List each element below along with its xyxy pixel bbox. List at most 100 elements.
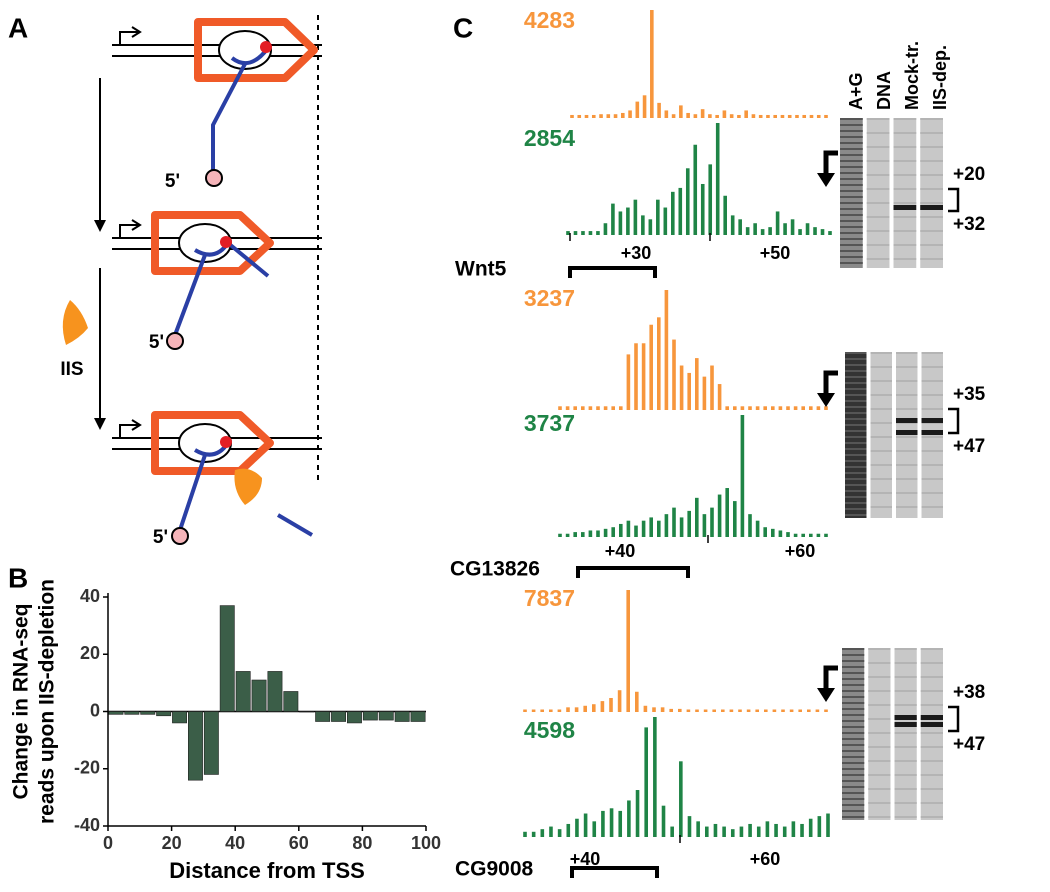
gel-band (845, 388, 867, 390)
gel-band (845, 400, 867, 402)
gel-band (921, 436, 943, 438)
gel-band (870, 464, 892, 466)
profile-bar (621, 112, 625, 118)
gel-band (894, 732, 917, 734)
gel-band (870, 408, 892, 410)
profile-bar (809, 533, 813, 537)
profile-bar (611, 203, 615, 235)
profile-bar (596, 231, 600, 235)
profile-bar (755, 709, 759, 712)
profile-bar (824, 709, 828, 712)
gel-band (845, 406, 867, 408)
gel-band (893, 230, 917, 232)
profile-bar (820, 229, 825, 235)
gel-band (893, 118, 917, 120)
y-tick-label: 0 (90, 700, 100, 720)
profile-bar (687, 510, 691, 537)
profile-bar (531, 831, 536, 837)
profile-bar (733, 406, 737, 410)
profile-bar (781, 709, 785, 712)
bracket (568, 266, 657, 278)
profile-bar (657, 520, 661, 537)
gel-band (845, 454, 867, 456)
profile-bar (730, 215, 735, 235)
gel-band (845, 514, 867, 516)
profile-bar (577, 114, 582, 118)
gel-band (840, 142, 863, 144)
panel-label: B (8, 562, 28, 593)
gel-band (868, 676, 891, 678)
bar (219, 605, 235, 712)
gel-band (896, 450, 918, 452)
profile-bar (815, 709, 820, 712)
profile-bar (557, 709, 562, 712)
gel-band (868, 718, 891, 720)
profile-bar (809, 114, 814, 118)
gel-band (893, 188, 917, 190)
gel-band (920, 202, 943, 204)
profile-bar (611, 406, 615, 410)
profile-bar (816, 533, 821, 537)
gel-band (842, 810, 865, 812)
profile-bar (712, 709, 716, 712)
profile-bar (592, 821, 597, 837)
gel-band (840, 232, 863, 234)
gel-band (845, 472, 867, 474)
profile-bar (644, 727, 648, 837)
profile-bar (702, 376, 707, 410)
profile-bar (558, 406, 562, 410)
profile-bar (523, 831, 527, 837)
band-label: +38 (953, 682, 985, 703)
gel-band (870, 492, 892, 494)
profile-bar (708, 114, 712, 118)
gel-band (920, 816, 943, 818)
gel-band (866, 188, 890, 190)
profile-bar (696, 821, 700, 837)
gel-band (845, 496, 867, 498)
profile-bar (581, 231, 585, 235)
profile-bar (710, 507, 714, 537)
arrowhead (817, 688, 835, 702)
profile-bar (717, 494, 722, 537)
gel-band (870, 422, 892, 424)
gel-band (840, 166, 863, 168)
gel-band (896, 418, 918, 423)
profile-bar (583, 705, 587, 712)
profile-bar (635, 790, 640, 837)
profile-bar (787, 114, 792, 118)
profile-bar (679, 105, 683, 118)
track-max-label: 4283 (524, 7, 575, 33)
profile-bar (592, 704, 596, 712)
gel-band (866, 230, 890, 232)
gel-band (840, 190, 863, 192)
profile-bar (603, 406, 608, 410)
profile-bar (773, 114, 777, 118)
profile-bar (669, 708, 673, 712)
gel-band (894, 746, 917, 748)
profile-bar (603, 223, 608, 235)
gel-band (896, 478, 918, 480)
profile-bar (786, 532, 790, 537)
profile-bar (798, 229, 802, 235)
gel-band (842, 732, 865, 734)
gene-name: Wnt5 (455, 258, 507, 281)
gel-band (920, 715, 943, 720)
profile-bar (664, 290, 669, 410)
bar (203, 711, 219, 775)
gel-band (896, 394, 918, 396)
profile-bar (672, 339, 676, 410)
gel-band (842, 666, 865, 668)
gel-band (845, 370, 867, 372)
gene-name: CG9008 (455, 858, 534, 881)
profile-bar (824, 406, 828, 410)
profile-bar (635, 101, 640, 118)
x-tick-label: 80 (352, 833, 372, 853)
profile-bar (648, 219, 653, 235)
gel-band (920, 732, 943, 734)
profile-bar (771, 528, 775, 537)
gel-lane-label: DNA (874, 71, 894, 110)
gel-band (840, 136, 863, 138)
gel-band (921, 408, 943, 410)
gel-band (842, 738, 865, 740)
gel-band (840, 148, 863, 150)
